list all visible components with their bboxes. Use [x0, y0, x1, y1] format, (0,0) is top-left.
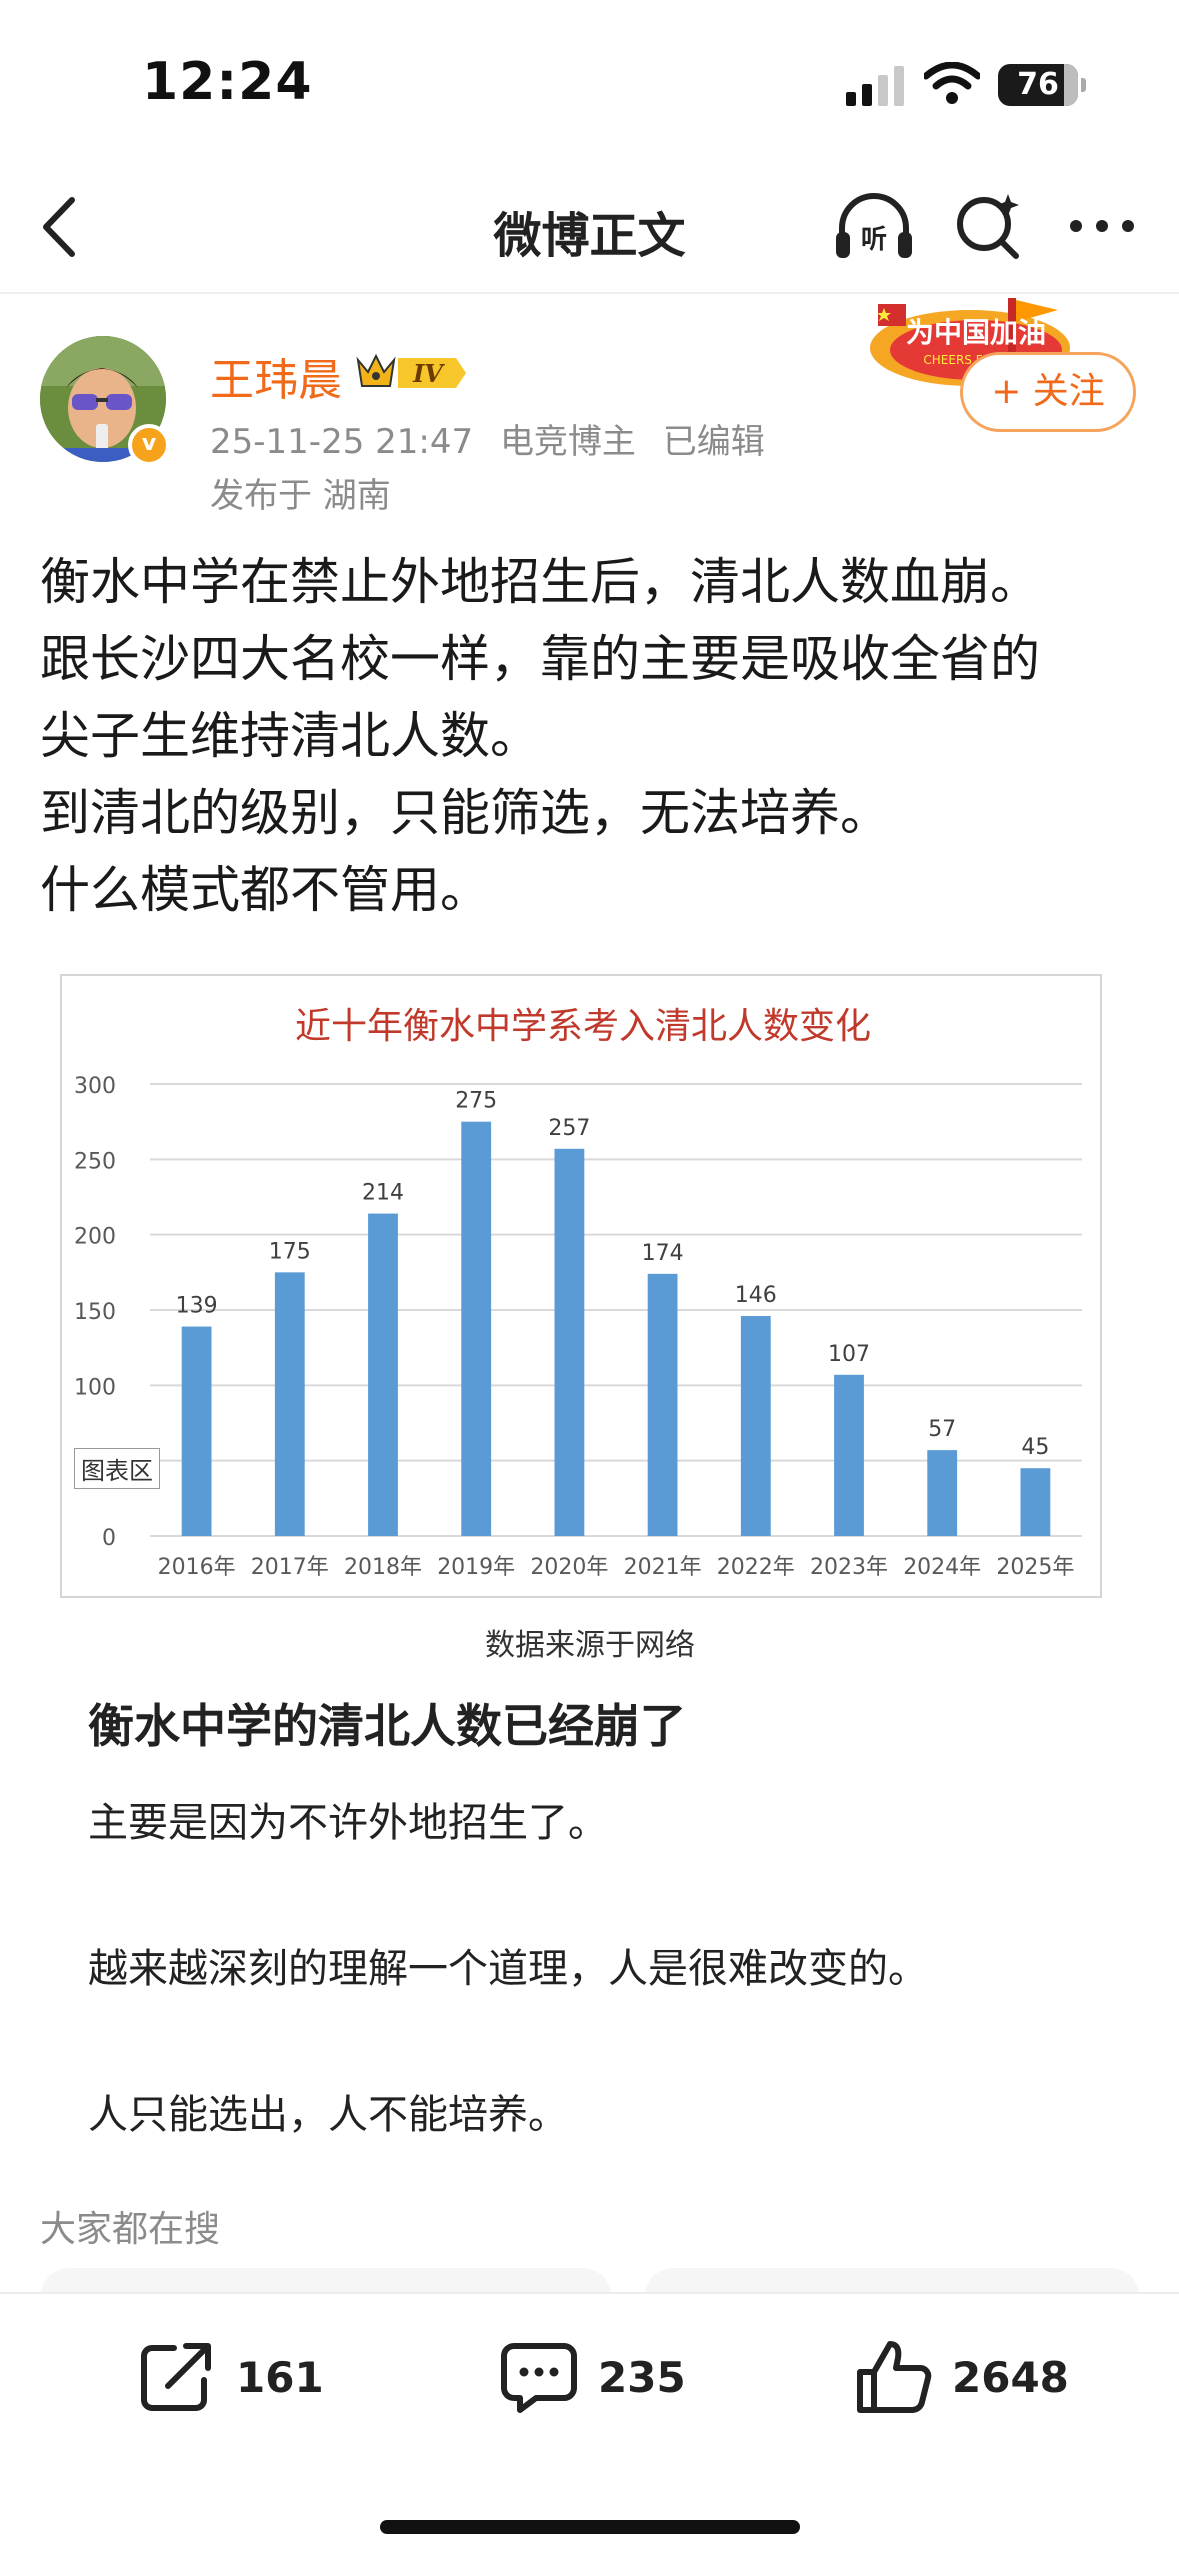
page-title: 微博正文: [493, 208, 686, 264]
repost-count: 161: [236, 2352, 324, 2402]
y-tick-label: 0: [102, 1526, 116, 1551]
status-bar: 12:24 76: [0, 0, 1179, 160]
post-body: 衡水中学在禁止外地招生后，清北人数血崩。 跟长沙四大名校一样，靠的主要是吸收全省…: [40, 544, 1150, 929]
image-source-note: 数据来源于网络: [485, 1628, 695, 1663]
data-label: 175: [269, 1239, 311, 1264]
post-line: 到清北的级别，只能筛选，无法培养。: [40, 784, 890, 842]
bar: [834, 1374, 864, 1536]
y-tick-label: 250: [74, 1149, 116, 1174]
like-button[interactable]: 2648: [854, 2332, 1069, 2422]
bar: [1020, 1468, 1051, 1536]
battery-level: 76: [1017, 67, 1059, 102]
x-tick-label: 2016年: [158, 1555, 236, 1580]
post-image-chart[interactable]: 近十年衡水中学系考入清北人数变化050100150200250300139201…: [40, 948, 1140, 1668]
thumbs-up-icon: [857, 2341, 932, 2413]
post-line: 什么模式都不管用。: [40, 861, 490, 919]
more-dots-icon[interactable]: [1066, 206, 1138, 246]
post-line: 跟长沙四大名校一样，靠的主要是吸收全省的: [40, 630, 1040, 688]
y-tick-label: 300: [74, 1074, 116, 1099]
chart-title: 近十年衡水中学系考入清北人数变化: [295, 1006, 871, 1047]
bar: [554, 1148, 585, 1536]
data-label: 146: [735, 1283, 777, 1308]
y-tick-label: 150: [74, 1300, 116, 1325]
verified-badge-icon: v: [128, 424, 170, 466]
post-date: 25-11-25 21:47: [210, 422, 474, 462]
bar: [647, 1273, 678, 1536]
bottom-action-bar: 161 235 2648: [0, 2292, 1179, 2556]
comment-bubble-icon: [501, 2343, 577, 2413]
x-tick-label: 2024年: [903, 1555, 981, 1580]
y-tick-label: 200: [74, 1225, 116, 1250]
listen-headphones-icon[interactable]: 听: [832, 190, 916, 264]
author-role: 电竞博主: [499, 422, 636, 462]
bar: [740, 1316, 771, 1536]
bar: [461, 1121, 492, 1536]
article-title[interactable]: 衡水中学的清北人数已经崩了: [88, 1699, 686, 1753]
wifi-icon: [924, 62, 980, 104]
bar: [368, 1213, 398, 1536]
data-label: 174: [642, 1241, 684, 1266]
back-arrow-icon[interactable]: [30, 192, 90, 262]
comment-button[interactable]: 235: [500, 2332, 686, 2422]
x-tick-label: 2018年: [344, 1555, 422, 1580]
hot-search-label: 大家都在搜: [40, 2209, 221, 2250]
repost-share-icon: [141, 2343, 211, 2411]
y-tick-label: 100: [74, 1375, 116, 1400]
search-icon[interactable]: [952, 190, 1026, 264]
cellular-signal-icon: [846, 66, 904, 106]
svg-text:IV: IV: [412, 359, 445, 388]
x-tick-label: 2025年: [996, 1555, 1074, 1580]
bar: [927, 1450, 958, 1536]
data-label: 45: [1021, 1435, 1049, 1460]
status-time: 12:24: [142, 52, 313, 112]
data-label: 57: [928, 1417, 956, 1442]
svg-text:听: 听: [861, 225, 887, 255]
chart-area-tag: 图表区: [74, 1448, 160, 1489]
promo-text: 为中国加油: [906, 316, 1046, 349]
x-tick-label: 2019年: [437, 1555, 515, 1580]
data-label: 139: [176, 1294, 218, 1319]
article-paragraph: 越来越深刻的理解一个道理，人是很难改变的。: [88, 1946, 928, 1992]
x-tick-label: 2023年: [810, 1555, 888, 1580]
chart-frame: 近十年衡水中学系考入清北人数变化050100150200250300139201…: [60, 974, 1102, 1598]
post-line: 尖子生维持清北人数。: [40, 707, 540, 765]
follow-button[interactable]: + 关注: [960, 352, 1136, 432]
article-paragraph: 主要是因为不许外地招生了。: [88, 1800, 608, 1846]
data-label: 214: [362, 1181, 404, 1206]
post-line: 衡水中学在禁止外地招生后，清北人数血崩。: [40, 553, 1040, 611]
author-name[interactable]: 王玮晨: [210, 355, 342, 406]
edited-flag: 已编辑: [662, 422, 765, 462]
post-location: 发布于 湖南: [210, 476, 391, 516]
like-count: 2648: [952, 2352, 1069, 2402]
battery-indicator: 76: [998, 64, 1086, 106]
x-tick-label: 2021年: [624, 1555, 702, 1580]
comment-count: 235: [598, 2352, 686, 2402]
x-tick-label: 2017年: [251, 1555, 329, 1580]
x-tick-label: 2020年: [530, 1555, 608, 1580]
home-indicator: [380, 2520, 800, 2534]
data-label: 275: [455, 1089, 497, 1114]
data-label: 257: [548, 1116, 590, 1141]
bar: [181, 1326, 212, 1536]
repost-button[interactable]: 161: [138, 2332, 324, 2422]
crown-level-badge-icon[interactable]: IV: [354, 352, 470, 394]
post-meta: 25-11-25 21:47 电竞博主 已编辑: [210, 414, 781, 463]
bar: [274, 1272, 305, 1536]
nav-bar: 微博正文 听: [0, 160, 1179, 294]
x-tick-label: 2022年: [717, 1555, 795, 1580]
data-label: 107: [828, 1342, 870, 1367]
article-paragraph: 人只能选出，人不能培养。: [88, 2092, 568, 2138]
bar-chart: 近十年衡水中学系考入清北人数变化050100150200250300139201…: [74, 1006, 1082, 1580]
